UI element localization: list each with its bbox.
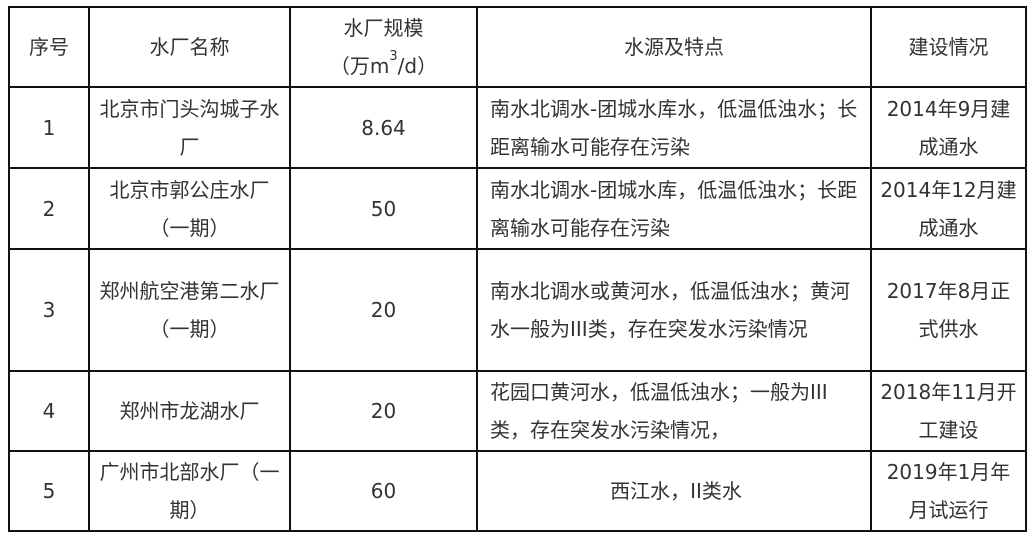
cell-scale: 8.64 <box>289 86 478 169</box>
cell-index: 5 <box>8 450 90 532</box>
header-name: 水厂名称 <box>88 6 291 88</box>
cell-name: 广州市北部水厂（一期） <box>88 450 291 532</box>
water-plant-table: 序号 水厂名称 水厂规模 （万m3/d） 水源及特点 建设情况 1 北京市门头沟城… <box>8 6 1027 532</box>
cell-status: 2017年8月正式供水 <box>870 248 1027 372</box>
table-row: 2 北京市郭公庄水厂（一期） 50 南水北调水-团城水库，低温低浊水；长距离输水… <box>8 167 1027 250</box>
table-row: 1 北京市门头沟城子水厂 8.64 南水北调水-团城水库水，低温低浊水；长距离输… <box>8 86 1027 169</box>
cell-name: 郑州航空港第二水厂（一期） <box>88 248 291 372</box>
cell-status: 2014年12月建成通水 <box>870 167 1027 250</box>
cell-index: 3 <box>8 248 90 372</box>
cell-source: 南水北调水-团城水库，低温低浊水；长距离输水可能存在污染 <box>476 167 872 250</box>
cell-index: 4 <box>8 370 90 452</box>
header-scale-unit-end: /d） <box>397 54 438 78</box>
cell-source: 花园口黄河水，低温低浊水；一般为III类，存在突发水污染情况， <box>476 370 872 452</box>
cell-status: 2018年11月开工建设 <box>870 370 1027 452</box>
cell-scale: 60 <box>289 450 478 532</box>
cell-source: 南水北调水-团城水库水，低温低浊水；长距离输水可能存在污染 <box>476 86 872 169</box>
cell-status: 2019年1月年月试运行 <box>870 450 1027 532</box>
cell-name: 北京市门头沟城子水厂 <box>88 86 291 169</box>
cell-scale: 20 <box>289 370 478 452</box>
header-scale: 水厂规模 （万m3/d） <box>289 6 478 88</box>
cell-name: 郑州市龙湖水厂 <box>88 370 291 452</box>
header-status: 建设情况 <box>870 6 1027 88</box>
cell-index: 2 <box>8 167 90 250</box>
cell-index: 1 <box>8 86 90 169</box>
header-index: 序号 <box>8 6 90 88</box>
header-scale-unit: （万m <box>329 54 390 78</box>
cell-name: 北京市郭公庄水厂（一期） <box>88 167 291 250</box>
table-row: 5 广州市北部水厂（一期） 60 西江水，II类水 2019年1月年月试运行 <box>8 450 1027 532</box>
cell-source: 南水北调水或黄河水，低温低浊水；黄河水一般为III类，存在突发水污染情况 <box>476 248 872 372</box>
cell-scale: 50 <box>289 167 478 250</box>
cell-source: 西江水，II类水 <box>476 450 872 532</box>
cell-status: 2014年9月建成通水 <box>870 86 1027 169</box>
header-row: 序号 水厂名称 水厂规模 （万m3/d） 水源及特点 建设情况 <box>8 6 1027 88</box>
header-source: 水源及特点 <box>476 6 872 88</box>
header-scale-sup: 3 <box>389 49 398 64</box>
table-row: 3 郑州航空港第二水厂（一期） 20 南水北调水或黄河水，低温低浊水；黄河水一般… <box>8 248 1027 372</box>
header-scale-label: 水厂规模 <box>343 16 424 40</box>
cell-scale: 20 <box>289 248 478 372</box>
table-row: 4 郑州市龙湖水厂 20 花园口黄河水，低温低浊水；一般为III类，存在突发水污… <box>8 370 1027 452</box>
